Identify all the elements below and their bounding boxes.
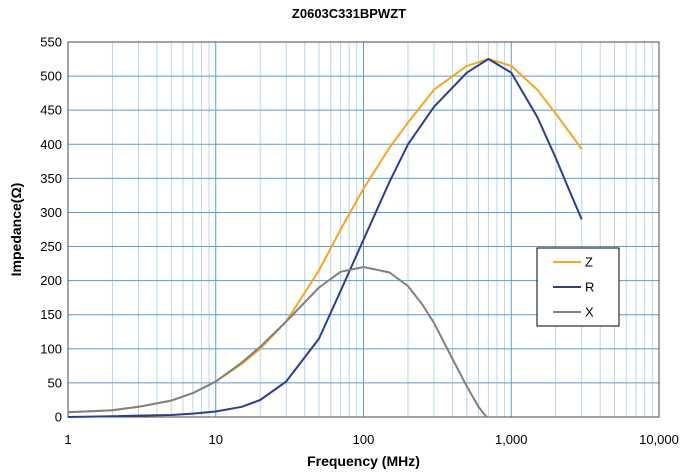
x-tick-label: 10 bbox=[209, 432, 223, 447]
x-tick-label: 1,000 bbox=[495, 432, 528, 447]
series-line-r bbox=[67, 58, 583, 418]
y-tick-label: 450 bbox=[40, 103, 62, 118]
y-tick-label: 0 bbox=[55, 410, 62, 425]
y-tick-label: 250 bbox=[40, 239, 62, 254]
y-tick-label: 400 bbox=[40, 137, 62, 152]
x-tick-label: 100 bbox=[353, 432, 375, 447]
chart-title: Z0603C331BPWZT bbox=[292, 6, 406, 21]
y-tick-label: 300 bbox=[40, 205, 62, 220]
x-axis-label: Frequency (MHz) bbox=[307, 453, 420, 469]
y-tick-label: 350 bbox=[40, 171, 62, 186]
legend-label-z: Z bbox=[585, 255, 593, 270]
y-tick-label: 550 bbox=[40, 35, 62, 50]
y-tick-label: 150 bbox=[40, 307, 62, 322]
series-layer bbox=[67, 58, 583, 418]
y-tick-label: 500 bbox=[40, 69, 62, 84]
plot-area bbox=[67, 41, 660, 418]
x-tick-labels: 1 10 100 1,000 10,000 bbox=[64, 432, 679, 447]
legend: ZRX bbox=[536, 247, 620, 327]
y-axis-label: Impedance(Ω) bbox=[8, 183, 24, 277]
legend-label-x: X bbox=[585, 305, 594, 320]
x-tick-label: 1 bbox=[64, 432, 71, 447]
legend-label-r: R bbox=[585, 280, 594, 295]
y-tick-label: 100 bbox=[40, 341, 62, 356]
y-tick-label: 50 bbox=[48, 375, 62, 390]
x-tick-label: 10,000 bbox=[639, 432, 679, 447]
y-tick-label: 200 bbox=[40, 273, 62, 288]
y-tick-labels: 0 50 100 150 200 250 300 350 400 450 500 550 bbox=[40, 35, 62, 425]
series-line-x bbox=[67, 266, 488, 418]
